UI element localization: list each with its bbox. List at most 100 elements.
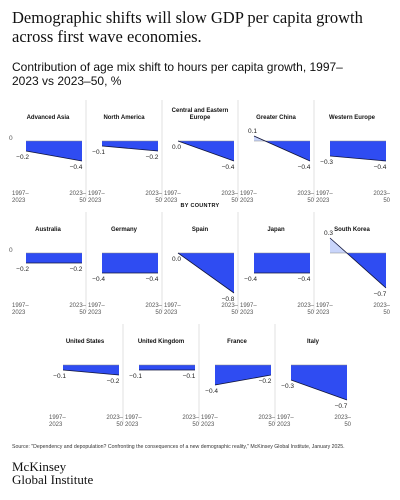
source: Source: "Dependency and depopulation? Co… bbox=[12, 444, 345, 450]
x-tick-label: 2023–50 bbox=[145, 191, 162, 204]
x-tick-label: 2023–50 bbox=[334, 415, 351, 428]
brand-unit: Global Institute bbox=[12, 472, 94, 487]
line bbox=[329, 155, 387, 162]
line bbox=[253, 135, 311, 162]
line bbox=[177, 140, 235, 162]
value-label: −0.3 bbox=[281, 383, 294, 390]
panel-title: United Kingdom bbox=[137, 339, 185, 345]
panel-title: Spain bbox=[191, 227, 209, 233]
value-label: −0.1 bbox=[129, 373, 142, 380]
x-tick-label: 2023–50 bbox=[373, 303, 390, 316]
x-tick-label: 2023–50 bbox=[145, 303, 162, 316]
area bbox=[102, 253, 158, 273]
value-label: −0.4 bbox=[205, 388, 218, 395]
panel-title: Greater China bbox=[256, 115, 296, 121]
value-label: −0.2 bbox=[107, 378, 120, 385]
panel-title: Advanced Asia bbox=[26, 115, 70, 121]
x-tick-label: 2023–50 bbox=[373, 191, 390, 204]
title: Demographic shifts will slow GDP per cap… bbox=[12, 8, 363, 46]
x-tick-label: 1997–2023 bbox=[88, 303, 105, 316]
panel-title: North America bbox=[103, 115, 145, 121]
line bbox=[62, 369, 120, 376]
panel-title: South Korea bbox=[334, 227, 370, 233]
area bbox=[102, 141, 158, 151]
value-label: −0.7 bbox=[374, 291, 387, 298]
value-label: 0.0 bbox=[172, 256, 181, 263]
x-tick-label: 2023–50 bbox=[69, 191, 86, 204]
value-label: −0.2 bbox=[16, 154, 29, 161]
x-tick-label: 1997–2023 bbox=[88, 191, 105, 204]
x-tick-label: 2023–50 bbox=[297, 191, 314, 204]
brand-name: McKinsey bbox=[12, 459, 67, 474]
value-label: −0.7 bbox=[335, 403, 348, 410]
value-label: −0.4 bbox=[146, 276, 159, 283]
area bbox=[330, 141, 386, 161]
value-label: −0.3 bbox=[320, 159, 333, 166]
x-tick-label: 2023–50 bbox=[106, 415, 123, 428]
area bbox=[139, 365, 195, 370]
value-label: −0.2 bbox=[16, 266, 29, 273]
x-tick-label: 1997–2023 bbox=[12, 303, 29, 316]
panel-title: France bbox=[227, 339, 247, 345]
panel-title: Australia bbox=[35, 227, 61, 233]
x-tick-label: 1997–2023 bbox=[316, 303, 333, 316]
x-tick-label: 2023–50 bbox=[258, 415, 275, 428]
value-label: −0.1 bbox=[92, 149, 105, 156]
value-label: −0.2 bbox=[146, 154, 159, 161]
x-tick-label: 1997–2023 bbox=[125, 415, 142, 428]
line bbox=[214, 374, 272, 386]
value-label: 0.3 bbox=[324, 230, 333, 237]
x-tick-label: 2023–50 bbox=[69, 303, 86, 316]
x-tick-label: 1997–2023 bbox=[316, 191, 333, 204]
value-label: −0.2 bbox=[259, 378, 272, 385]
y-tick-label: 0 bbox=[9, 135, 13, 142]
value-label: −0.4 bbox=[298, 164, 311, 171]
value-label: −0.2 bbox=[70, 266, 83, 273]
area bbox=[291, 365, 347, 400]
line bbox=[25, 150, 83, 162]
area bbox=[63, 365, 119, 375]
x-tick-label: 2023–50 bbox=[182, 415, 199, 428]
x-tick-label: 1997–2023 bbox=[277, 415, 294, 428]
line bbox=[290, 379, 348, 401]
x-tick-label: 1997–2023 bbox=[240, 191, 257, 204]
area bbox=[215, 365, 271, 385]
x-tick-label: 1997–2023 bbox=[12, 191, 29, 204]
section-label: BY COUNTRY bbox=[180, 203, 220, 209]
line bbox=[177, 252, 235, 294]
value-label: 0.1 bbox=[248, 128, 257, 135]
value-label: −0.1 bbox=[53, 373, 66, 380]
value-label: −0.8 bbox=[222, 296, 235, 303]
x-tick-label: 1997–2023 bbox=[49, 415, 66, 428]
x-tick-label: 1997–2023 bbox=[240, 303, 257, 316]
value-label: −0.4 bbox=[92, 276, 105, 283]
panel-title: Western Europe bbox=[329, 115, 375, 121]
x-tick-label: 1997–2023 bbox=[201, 415, 218, 428]
value-label: −0.4 bbox=[374, 164, 387, 171]
area bbox=[26, 141, 82, 161]
value-label: −0.4 bbox=[222, 164, 235, 171]
x-tick-label: 1997–2023 bbox=[164, 191, 181, 204]
line bbox=[101, 145, 159, 152]
panel-title: United States bbox=[65, 339, 105, 345]
y-tick-label: 0 bbox=[9, 247, 13, 254]
value-label: −0.1 bbox=[183, 373, 196, 380]
subtitle: Contribution of age mix shift to hours p… bbox=[12, 60, 343, 88]
x-tick-label: 2023–50 bbox=[221, 303, 238, 316]
value-label: −0.4 bbox=[244, 276, 257, 283]
panel-title: Germany bbox=[110, 227, 137, 233]
panel-title: Italy bbox=[306, 339, 319, 345]
x-tick-label: 2023–50 bbox=[297, 303, 314, 316]
value-label: −0.4 bbox=[70, 164, 83, 171]
area bbox=[26, 253, 82, 263]
value-label: 0.0 bbox=[172, 144, 181, 151]
panel-title: Central and Eastern Europe bbox=[171, 108, 229, 121]
line bbox=[329, 237, 387, 289]
panel-title: Japan bbox=[267, 227, 285, 233]
area bbox=[254, 253, 310, 273]
brand: McKinsey Global Institute bbox=[12, 460, 93, 486]
x-tick-label: 1997–2023 bbox=[164, 303, 181, 316]
value-label: −0.4 bbox=[298, 276, 311, 283]
